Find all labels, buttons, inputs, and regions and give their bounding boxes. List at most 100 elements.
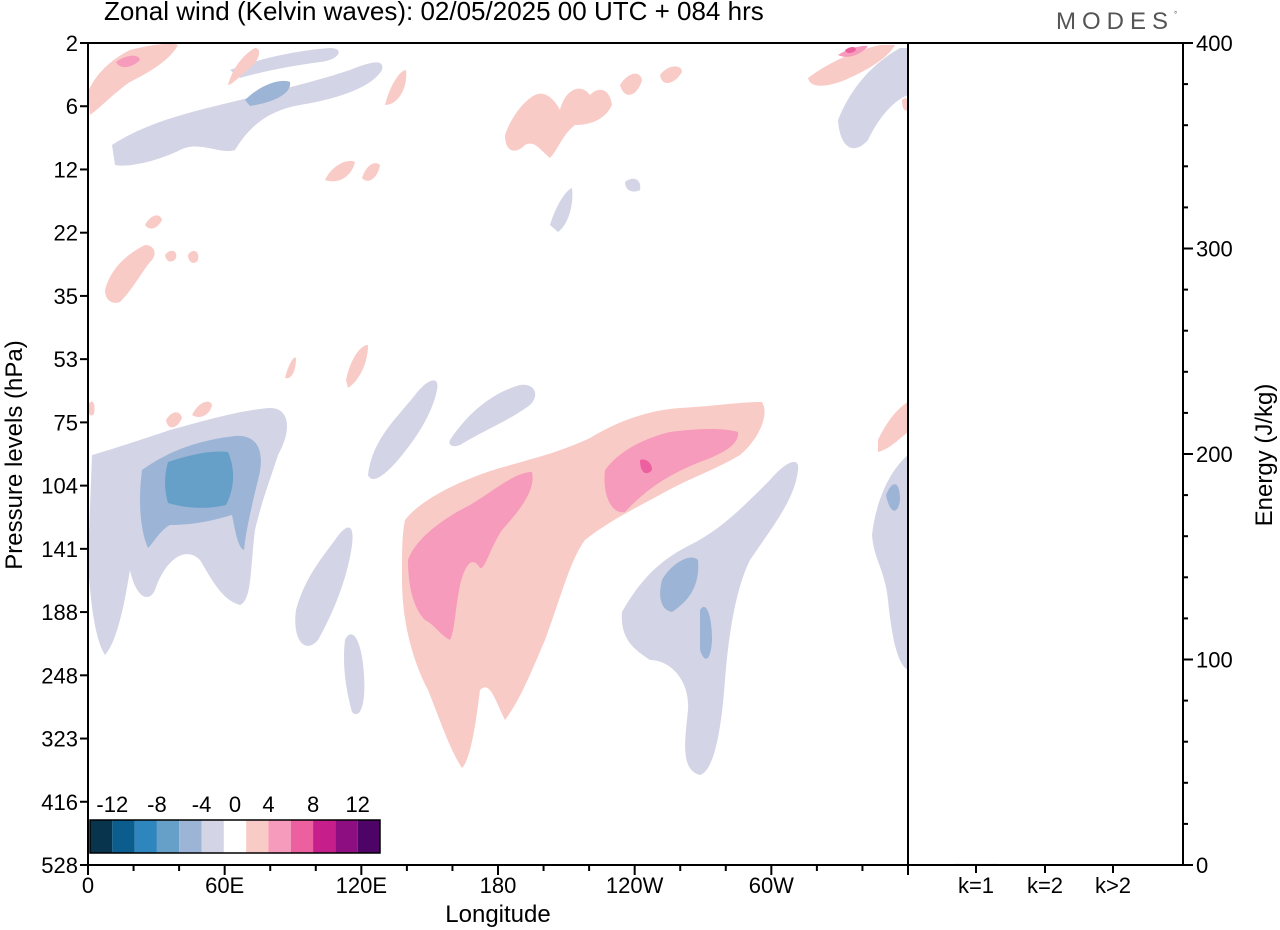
x-axis-longitude: 0 60E 120E 180 120W 60W	[82, 865, 909, 898]
y-tick-label: 104	[41, 474, 78, 499]
neg-strip-1	[114, 535, 123, 580]
x-tick-label: 60W	[749, 873, 794, 898]
neg-lower-mid-8	[660, 557, 699, 612]
colorbar: -12 -8 -4 0 4 8 12	[89, 792, 381, 854]
colorbar-swatch	[335, 820, 358, 853]
neg-strat-band-8	[245, 80, 291, 106]
pos-strat-left-8	[116, 55, 140, 68]
neg-small-1	[550, 188, 573, 232]
neg-strip-3	[343, 634, 365, 715]
energy-tick-label: 0	[1196, 853, 1208, 878]
pos-strat-right	[808, 45, 895, 86]
chart-title: Zonal wind (Kelvin waves): 02/05/2025 00…	[104, 0, 764, 26]
energy-cat-label: k>2	[1095, 873, 1131, 898]
y-tick-label: 323	[41, 727, 78, 752]
neg-strat-top	[230, 48, 339, 78]
pos-main-8	[408, 472, 533, 640]
neg-right-edge-8	[886, 484, 900, 511]
colorbar-swatch	[223, 820, 247, 853]
energy-axis-title: Energy (J/kg)	[1251, 384, 1278, 527]
colorbar-label: 4	[262, 792, 274, 817]
neg-region-left	[88, 408, 288, 655]
energy-cat-label: k=1	[958, 873, 994, 898]
colorbar-swatch	[112, 820, 135, 853]
neg-region-left-12	[165, 451, 234, 508]
neg-right-edge	[872, 455, 908, 670]
energy-panel	[908, 42, 1184, 866]
colorbar-swatch	[246, 820, 269, 853]
y-tick-label: 6	[66, 94, 78, 119]
energy-bar	[1023, 864, 1067, 865]
colorbar-swatch	[357, 820, 380, 853]
x-tick-label: 180	[480, 873, 517, 898]
pos-strat-mid	[228, 48, 260, 85]
y-tick-label: 2	[66, 31, 78, 56]
neg-upper-streak-2	[449, 384, 536, 447]
pos-right-edge	[878, 402, 908, 452]
colorbar-swatch	[201, 820, 224, 853]
y-tick-label: 528	[41, 853, 78, 878]
neg-lower-mid-8b	[700, 606, 712, 659]
y-tick-label: 35	[54, 284, 78, 309]
colorbar-swatch	[179, 820, 202, 853]
pos-strat-right-12	[845, 47, 856, 53]
x-tick-label: 120E	[336, 873, 387, 898]
pos-small-b	[192, 401, 212, 417]
x-axis-title: Longitude	[445, 901, 550, 928]
neg-upper-streak	[368, 380, 438, 480]
pos-right-8	[604, 429, 739, 513]
energy-tick-label: 300	[1196, 237, 1233, 262]
y-tick-label: 416	[41, 790, 78, 815]
colorbar-swatch	[156, 820, 180, 853]
neg-strip-2	[295, 527, 353, 646]
colorbar-swatch	[313, 820, 336, 853]
colorbar-swatch	[290, 820, 314, 853]
pos-6hpa-cluster	[505, 88, 612, 158]
neg-strat-band	[112, 62, 383, 166]
pos-22hpa-c	[165, 250, 177, 262]
pos-22hpa	[105, 245, 155, 303]
energy-cat-label: k=2	[1027, 873, 1063, 898]
pos-22hpa-d	[188, 250, 199, 263]
pos-small-f	[902, 98, 908, 111]
y-axis-title: Pressure levels (hPa)	[1, 340, 28, 569]
x-tick-label: 60E	[205, 873, 244, 898]
colorbar-swatch	[134, 820, 157, 853]
pos-right-12	[640, 459, 652, 474]
y-tick-label: 75	[54, 410, 78, 435]
colorbar-label: -8	[147, 792, 167, 817]
energy-bar	[954, 863, 998, 865]
y-axis-pressure: 2 6 12 22 35 53 75 104 141 188 248 323 416 528	[41, 31, 88, 878]
colorbar-label: 8	[307, 792, 319, 817]
energy-tick-label: 400	[1196, 31, 1233, 56]
energy-bars: k=1 k=2 k>2	[954, 863, 1135, 898]
pos-6hpa-d	[385, 70, 407, 105]
y-tick-label: 188	[41, 600, 78, 625]
neg-strat-right	[838, 48, 908, 149]
colorbar-label: 12	[345, 792, 369, 817]
y-tick-label: 12	[54, 157, 78, 182]
pos-22hpa-b	[145, 215, 162, 229]
y-tick-label: 141	[41, 537, 78, 562]
pos-small-c	[346, 345, 368, 388]
energy-tick-label: 200	[1196, 442, 1233, 467]
wind-field	[88, 43, 908, 775]
energy-tick-label: 100	[1196, 648, 1233, 673]
y-tick-label: 22	[54, 221, 78, 246]
colorbar-swatch	[90, 820, 113, 853]
pos-strat-left	[88, 43, 178, 115]
pos-small-a	[166, 412, 182, 428]
neg-small-2	[625, 178, 641, 192]
modes-logo: MODES°	[1056, 8, 1177, 36]
logo-text: MODES	[1056, 8, 1175, 35]
pos-12hpa-b	[362, 163, 380, 181]
pos-12hpa	[325, 160, 355, 182]
x-tick-label: 120W	[606, 873, 664, 898]
colorbar-swatch	[268, 820, 291, 853]
logo-mark: °	[1174, 10, 1178, 19]
x-tick-label: 0	[82, 873, 94, 898]
energy-bar	[1091, 864, 1135, 865]
pos-small-e	[88, 401, 95, 416]
y-tick-label: 248	[41, 663, 78, 688]
